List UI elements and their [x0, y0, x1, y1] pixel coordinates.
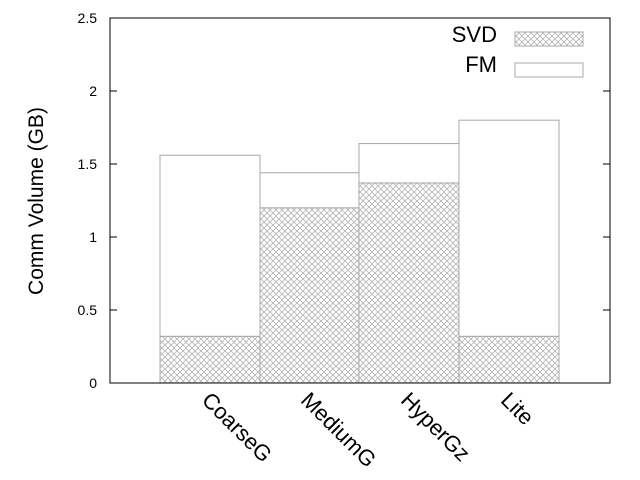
plot-frame: [109, 17, 611, 384]
bar-fm-mediumg: [259, 172, 360, 209]
legend-label-svd: SVD: [452, 22, 497, 47]
bar-svd-mediumg: [259, 207, 360, 384]
x-tick-label-coarseg: CoarseG: [197, 387, 277, 467]
bar-svd-coarseg: [159, 335, 261, 384]
bar-fm-coarseg: [159, 154, 261, 337]
y-axis-title: Comm Volume (GB): [25, 107, 48, 295]
y-tick-label: 2.5: [78, 10, 98, 26]
legend: SVD FM: [452, 22, 584, 78]
legend-label-fm: FM: [465, 52, 497, 77]
x-tick-label-lite: Lite: [496, 387, 539, 430]
bar-svd-lite: [458, 335, 560, 384]
legend-swatch-fm: [514, 62, 584, 78]
x-tick-label-hypergz: HyperGz: [396, 387, 475, 466]
x-tick-label-mediumg: MediumG: [296, 387, 381, 472]
y-ticks-group: 0 0.5 1 1.5 2 2.5: [78, 10, 610, 391]
y-tick-label: 1: [89, 229, 97, 245]
bar-fm-hypergz: [358, 143, 460, 184]
bars-group: [159, 119, 560, 384]
y-tick-label: 2: [89, 83, 97, 99]
y-tick-label: 0.5: [78, 302, 98, 318]
x-labels-group: CoarseG MediumG HyperGz Lite: [197, 387, 539, 472]
y-tick-label: 1.5: [78, 156, 98, 172]
bar-svd-hypergz: [358, 182, 460, 384]
bar-fm-lite: [458, 119, 560, 337]
legend-swatch-svd: [514, 31, 584, 47]
y-tick-label: 0: [89, 375, 97, 391]
